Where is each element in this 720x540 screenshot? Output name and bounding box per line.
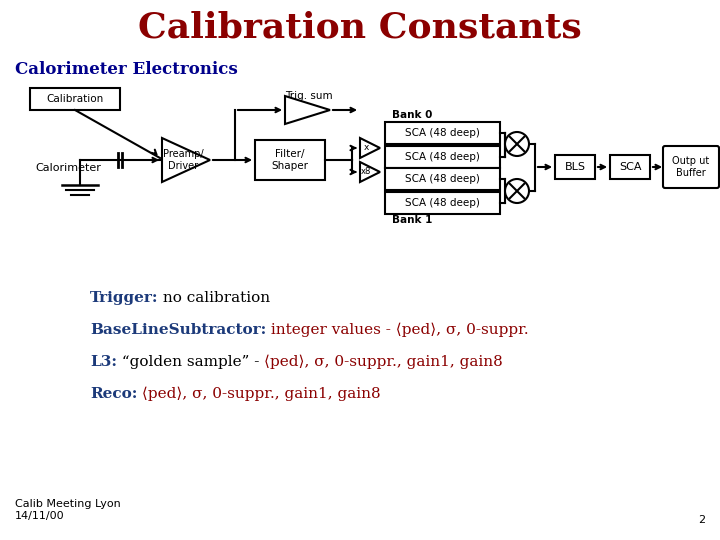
Text: SCA (48 deep): SCA (48 deep): [405, 174, 480, 184]
Polygon shape: [360, 162, 380, 182]
Text: Trig. sum: Trig. sum: [285, 91, 333, 101]
FancyBboxPatch shape: [385, 192, 500, 214]
Text: Calibration: Calibration: [46, 94, 104, 104]
FancyBboxPatch shape: [385, 168, 500, 190]
Text: x: x: [364, 144, 369, 152]
Text: L3:: L3:: [90, 355, 117, 369]
Text: Preamp/
Driver: Preamp/ Driver: [163, 149, 203, 171]
Text: Bank 0: Bank 0: [392, 110, 433, 120]
FancyBboxPatch shape: [555, 155, 595, 179]
FancyBboxPatch shape: [385, 122, 500, 144]
FancyBboxPatch shape: [610, 155, 650, 179]
Text: SCA (48 deep): SCA (48 deep): [405, 128, 480, 138]
Text: SCA (48 deep): SCA (48 deep): [405, 152, 480, 162]
Text: BaseLineSubtractor:: BaseLineSubtractor:: [90, 323, 266, 337]
Text: integer values - ⟨ped⟩, σ, 0-suppr.: integer values - ⟨ped⟩, σ, 0-suppr.: [266, 323, 529, 337]
Text: SCA (48 deep): SCA (48 deep): [405, 198, 480, 208]
Polygon shape: [285, 96, 330, 124]
Text: x8: x8: [361, 167, 372, 177]
Text: ⟨ped⟩, σ, 0-suppr., gain1, gain8: ⟨ped⟩, σ, 0-suppr., gain1, gain8: [138, 387, 381, 401]
FancyBboxPatch shape: [663, 146, 719, 188]
FancyBboxPatch shape: [255, 140, 325, 180]
Text: Calorimeter Electronics: Calorimeter Electronics: [15, 62, 238, 78]
Text: “golden sample” -: “golden sample” -: [117, 355, 264, 369]
Text: Calorimeter: Calorimeter: [35, 163, 101, 173]
Text: Filter/
Shaper: Filter/ Shaper: [271, 149, 308, 171]
Text: Reco:: Reco:: [90, 387, 138, 401]
Text: Calibration Constants: Calibration Constants: [138, 11, 582, 45]
Text: Bank 1: Bank 1: [392, 215, 433, 225]
Text: Trigger:: Trigger:: [90, 291, 158, 305]
Text: SCA: SCA: [618, 162, 642, 172]
Polygon shape: [360, 138, 380, 158]
FancyBboxPatch shape: [385, 146, 500, 168]
FancyBboxPatch shape: [30, 88, 120, 110]
Circle shape: [505, 179, 529, 203]
Circle shape: [505, 132, 529, 156]
Text: ⟨ped⟩, σ, 0-suppr., gain1, gain8: ⟨ped⟩, σ, 0-suppr., gain1, gain8: [264, 355, 503, 369]
Text: 2: 2: [698, 515, 705, 525]
Text: no calibration: no calibration: [158, 291, 271, 305]
Text: Outp ut
Buffer: Outp ut Buffer: [672, 156, 710, 178]
Text: BLS: BLS: [564, 162, 585, 172]
Text: Calib Meeting Lyon
14/11/00: Calib Meeting Lyon 14/11/00: [15, 499, 121, 521]
Polygon shape: [162, 138, 210, 182]
